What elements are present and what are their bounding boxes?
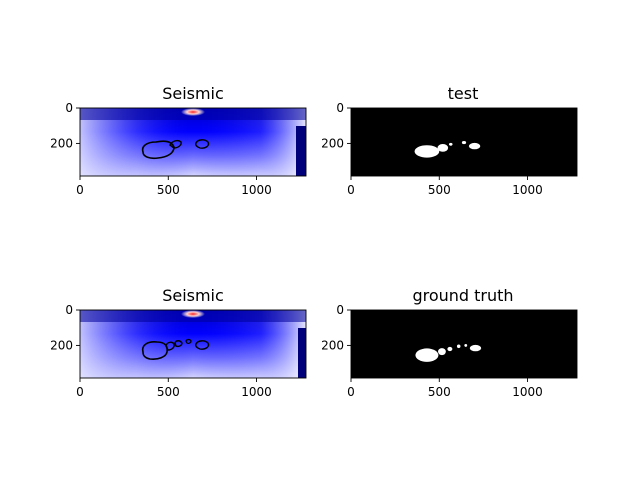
panel-title: Seismic [162, 84, 224, 103]
contour [141, 341, 168, 360]
axes-frame: 0 500 1000 0 200 [50, 101, 307, 197]
x-tick-label: 0 [347, 385, 355, 399]
y-tick-label: 200 [50, 338, 73, 352]
mask-blob [461, 140, 467, 145]
x-tick-label: 1000 [512, 183, 543, 197]
seismic-hotspot [181, 310, 205, 318]
axes-spine [350, 107, 578, 177]
y-tick-label: 0 [65, 303, 73, 317]
panel-test: test 0 500 1000 0 200 [321, 84, 578, 197]
mask-region [414, 140, 481, 158]
mask-blob [437, 143, 449, 152]
x-tick-label: 0 [347, 183, 355, 197]
x-tick-label: 1000 [512, 385, 543, 399]
panel-seismic-bottom: Seismic 0 500 1000 0 200 [50, 286, 307, 399]
y-tick-label: 200 [50, 136, 73, 150]
x-tick-label: 1000 [241, 183, 272, 197]
y-tick-label: 0 [336, 101, 344, 115]
x-tick-label: 500 [157, 385, 180, 399]
seismic-hotspot [181, 108, 205, 116]
x-tick-label: 500 [428, 183, 451, 197]
axes-spine [79, 309, 307, 379]
mask-blob [448, 142, 453, 146]
mask-region [415, 344, 482, 362]
contour [169, 139, 182, 149]
panel-title: ground truth [412, 286, 513, 305]
axes-frame: 0 500 1000 0 200 [321, 101, 578, 197]
x-tick-label: 0 [76, 385, 84, 399]
axes-frame: 0 500 1000 0 200 [50, 303, 307, 399]
y-tick-label: 0 [336, 303, 344, 317]
y-tick-label: 200 [321, 136, 344, 150]
x-tick-label: 500 [157, 183, 180, 197]
mask-blob [469, 344, 482, 352]
y-tick-label: 200 [321, 338, 344, 352]
mask-blob [415, 348, 439, 362]
mask-blob [468, 142, 481, 150]
panel-ground-truth: ground truth 0 500 1000 0 200 [321, 286, 578, 399]
contour [141, 140, 175, 160]
x-tick-label: 1000 [241, 385, 272, 399]
contour [185, 338, 192, 344]
mask-blob [464, 344, 468, 347]
mask-blob [414, 145, 440, 158]
mask-blob [447, 346, 453, 352]
y-tick-label: 0 [65, 101, 73, 115]
contour [195, 139, 210, 149]
seismic-edge-band [298, 328, 306, 378]
x-tick-label: 500 [428, 385, 451, 399]
x-tick-label: 0 [76, 183, 84, 197]
contour [165, 341, 175, 351]
contour [195, 340, 210, 350]
panel-title: Seismic [162, 286, 224, 305]
panel-seismic-top: Seismic 0 500 1000 0 200 [50, 84, 307, 197]
contour [174, 340, 183, 348]
axes-spine [79, 107, 307, 177]
axes-spine [350, 309, 578, 379]
panel-title: test [448, 84, 479, 103]
mask-blob [456, 344, 461, 349]
mask-background [351, 310, 577, 378]
axes-frame: 0 500 1000 0 200 [321, 303, 578, 399]
mask-blob [438, 348, 446, 356]
seismic-edge-band [296, 126, 306, 176]
